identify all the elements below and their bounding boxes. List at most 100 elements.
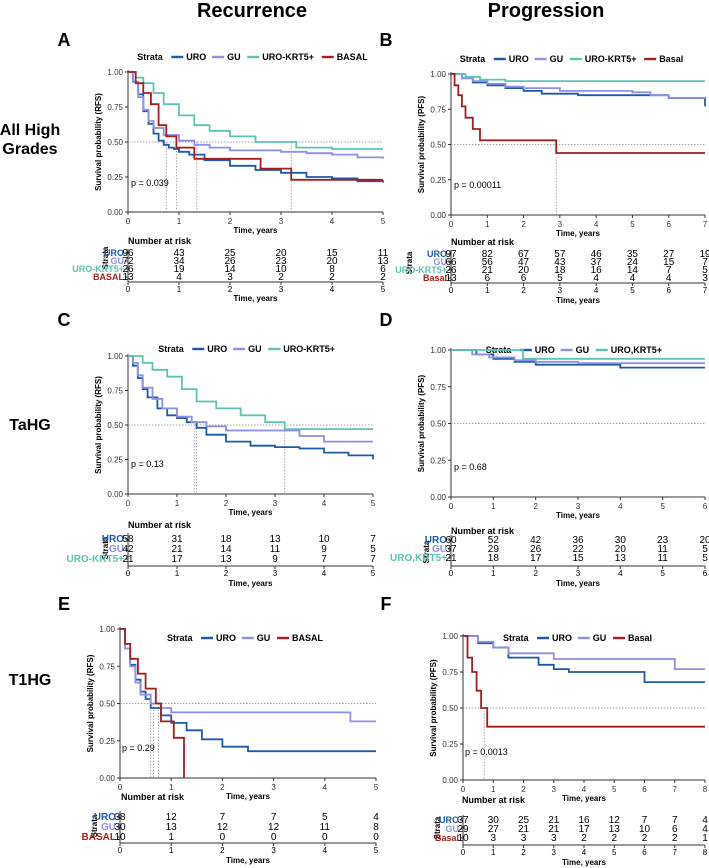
risk-strata-axis-f: Strata bbox=[433, 816, 442, 839]
risk-x-tick-label: 0 bbox=[461, 848, 466, 857]
x-tick-label: 1 bbox=[491, 502, 496, 511]
risk-count: 96 bbox=[122, 248, 134, 259]
risk-x-tick-label: 8 bbox=[703, 848, 708, 857]
legend-strata-label: Strata bbox=[137, 52, 164, 62]
risk-count: 7 bbox=[642, 815, 648, 826]
y-tick-label: 0.00 bbox=[430, 493, 446, 502]
risk-row-label-basal: Basal bbox=[423, 273, 447, 283]
risk-count: 27 bbox=[663, 249, 675, 260]
risk-count: 3 bbox=[702, 273, 708, 284]
x-tick-label: 0 bbox=[449, 220, 454, 229]
risk-count: 10 bbox=[318, 534, 330, 545]
risk-count: 21 bbox=[548, 824, 560, 835]
risk-count: 13 bbox=[220, 554, 232, 565]
legend-a: Strata URO GU URO-KRT5+ BASAL bbox=[137, 52, 368, 62]
risk-x-tick-label: 1 bbox=[491, 569, 496, 578]
x-tick-label: 5 bbox=[630, 220, 635, 229]
y-axis-title-b: Survival probability (PFS) bbox=[417, 95, 426, 193]
legend-label-krt5: URO,KRT5+ bbox=[611, 345, 662, 355]
risk-count: 10 bbox=[275, 264, 287, 275]
km-curve-gu bbox=[128, 71, 384, 159]
risk-x-tick-label: 4 bbox=[582, 848, 587, 857]
x-tick-label: 5 bbox=[374, 783, 379, 792]
risk-count: 67 bbox=[518, 249, 530, 260]
risk-count: 26 bbox=[530, 544, 542, 555]
risk-count: 21 bbox=[482, 265, 494, 276]
y-tick-label: 0.25 bbox=[99, 737, 115, 746]
km-curve-uro bbox=[120, 628, 376, 753]
risk-count: 72 bbox=[122, 256, 134, 267]
risk-count: 30 bbox=[488, 815, 500, 826]
risk-count: 10 bbox=[639, 824, 651, 835]
x-tick-label: 4 bbox=[618, 502, 623, 511]
risk-x-tick-label: 4 bbox=[322, 569, 327, 578]
legend-label-basal: BASAL bbox=[337, 52, 369, 62]
risk-x-tick-label: 4 bbox=[330, 285, 335, 294]
risk-x-tick-label: 4 bbox=[618, 569, 623, 578]
risk-count: 47 bbox=[518, 257, 530, 268]
x-tick-label: 0 bbox=[126, 499, 131, 508]
y-tick-label: 0.25 bbox=[430, 456, 446, 465]
risk-x-axis-title-b: Time, years bbox=[556, 296, 600, 305]
risk-count: 2 bbox=[329, 272, 335, 283]
x-tick-label: 6 bbox=[703, 502, 708, 511]
risk-x-tick-label: 2 bbox=[228, 285, 233, 294]
risk-count: 21 bbox=[518, 824, 530, 835]
risk-count: 18 bbox=[488, 553, 500, 564]
risk-count: 66 bbox=[445, 257, 457, 268]
legend-e: Strata URO GU BASAL bbox=[167, 633, 324, 643]
risk-count: 3 bbox=[490, 833, 496, 844]
risk-count: 12 bbox=[609, 815, 621, 826]
risk-strata-axis-d: Strata bbox=[422, 540, 431, 563]
risk-count: 14 bbox=[224, 264, 236, 275]
risk-count: 9 bbox=[321, 544, 327, 555]
progression-heading: Progression bbox=[488, 0, 605, 22]
p-value-c: p = 0.13 bbox=[131, 459, 164, 469]
x-axis-title-f: Time, years bbox=[562, 794, 606, 803]
x-tick-label: 5 bbox=[381, 217, 386, 226]
risk-row-label-gu: GU bbox=[446, 824, 460, 834]
risk-count: 7 bbox=[271, 812, 277, 823]
risk-x-tick-label: 6 bbox=[703, 569, 708, 578]
risk-count: 7 bbox=[672, 815, 678, 826]
risk-x-tick-label: 6 bbox=[666, 286, 671, 295]
risk-row-label-krt5: URO,KRT5+ bbox=[390, 553, 447, 564]
risk-count: 18 bbox=[554, 265, 566, 276]
legend-label-krt5: URO-KRT5+ bbox=[262, 52, 314, 62]
risk-row-label-krt5: URO-KRT5+ bbox=[395, 265, 447, 275]
risk-count: 17 bbox=[171, 554, 183, 565]
risk-count: 2 bbox=[581, 833, 587, 844]
legend-label-uro: URO bbox=[186, 52, 206, 62]
risk-row-label-basal: Basal bbox=[435, 833, 459, 843]
risk-count: 21 bbox=[445, 553, 457, 564]
risk-count: 19 bbox=[699, 249, 709, 260]
legend-label-gu: GU bbox=[227, 52, 241, 62]
risk-count: 11 bbox=[320, 822, 331, 833]
risk-row-label-gu: GU bbox=[434, 257, 448, 267]
x-tick-label: 2 bbox=[228, 217, 233, 226]
risk-strata-axis-a: Strata bbox=[101, 246, 110, 269]
x-axis-title-e: Time, years bbox=[226, 792, 270, 801]
p-value-d: p = 0.68 bbox=[454, 462, 487, 472]
x-tick-label: 2 bbox=[224, 499, 229, 508]
y-tick-label: 1.00 bbox=[430, 346, 446, 355]
risk-count: 4 bbox=[702, 815, 708, 826]
risk-count: 37 bbox=[445, 544, 457, 555]
risk-count: 10 bbox=[114, 832, 126, 843]
km-curve-uro bbox=[128, 71, 384, 183]
risk-x-tick-label: 2 bbox=[533, 569, 538, 578]
risk-count: 38 bbox=[114, 812, 126, 823]
y-tick-label: 0.75 bbox=[99, 662, 115, 671]
risk-count: 20 bbox=[326, 256, 338, 267]
risk-count: 17 bbox=[530, 553, 542, 564]
km-curve-uro bbox=[463, 635, 705, 683]
risk-x-axis-title-a: Time, years bbox=[234, 294, 278, 303]
x-tick-label: 2 bbox=[533, 502, 538, 511]
p-value-a: p = 0.039 bbox=[131, 178, 169, 188]
risk-count: 42 bbox=[530, 535, 542, 546]
legend-label-uro: URO bbox=[552, 633, 572, 643]
x-tick-label: 1 bbox=[491, 785, 496, 794]
legend-label-krt5: URO-KRT5+ bbox=[585, 54, 637, 64]
risk-count: 12 bbox=[166, 812, 178, 823]
